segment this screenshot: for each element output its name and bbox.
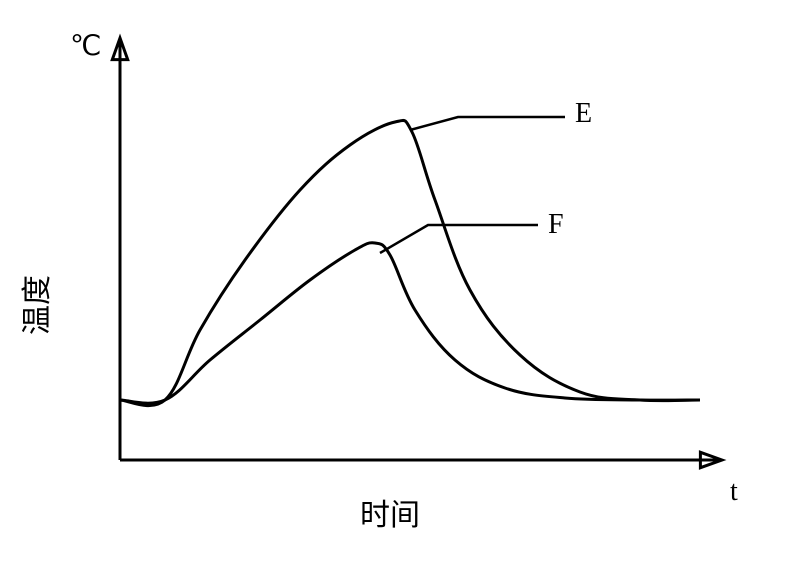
series-f-curve [120,243,700,403]
x-axis-label: 时间 [360,499,420,532]
series-e-leader [410,117,565,130]
y-axis-label: 温度 [21,275,54,335]
chart-container: ℃ t 温度 时间 E F [0,0,800,575]
x-axis-unit: t [730,476,738,507]
series-f-label: F [548,209,564,240]
series-f-leader [380,225,538,253]
line-chart-svg: ℃ t 温度 时间 E F [0,0,800,575]
y-axis-unit: ℃ [70,31,101,62]
series-e-label: E [575,98,592,129]
